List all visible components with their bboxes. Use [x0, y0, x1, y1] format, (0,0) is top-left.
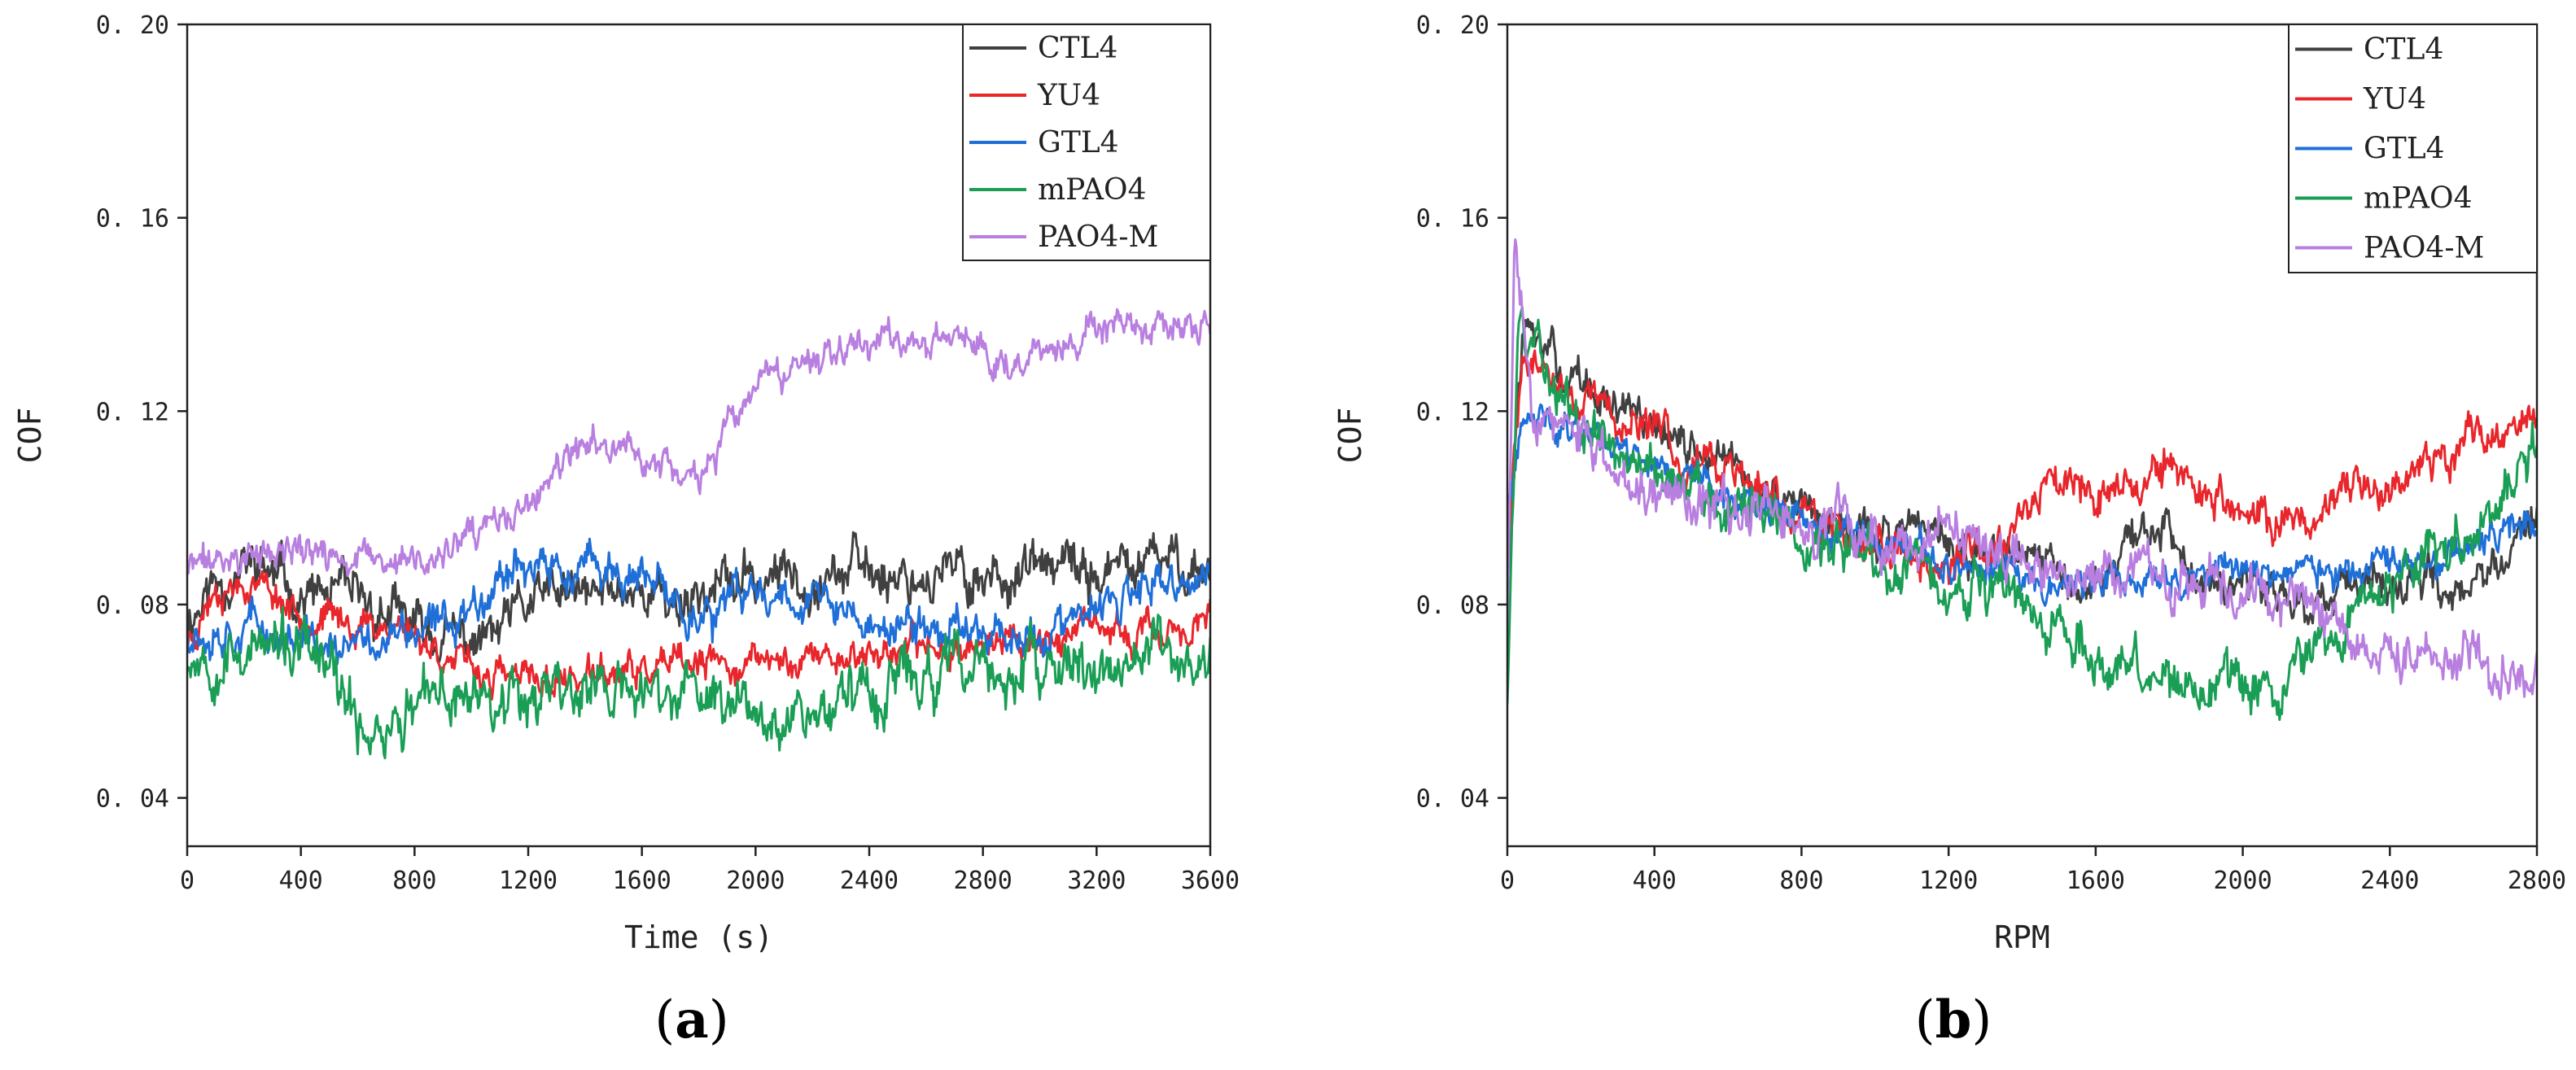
y-tick-label-a-0.16: 0. 16	[96, 205, 169, 234]
legend-label-pao4-m: PAO4-M	[2364, 232, 2484, 265]
y-tick-label-b-0.04: 0. 04	[1416, 785, 1489, 814]
x-tick-label-a-0: 0	[180, 867, 195, 895]
panel-a-letter: a	[675, 989, 708, 1050]
y-tick-label-a-0.04: 0. 04	[96, 785, 169, 814]
series-line-mpao4	[1507, 306, 2537, 721]
plot-frame-a	[186, 23, 1212, 848]
legend-label-gtl4: GTL4	[2364, 133, 2445, 166]
x-tick-label-b-2000: 2000	[2213, 867, 2272, 895]
series-line-yu4	[1507, 349, 2537, 586]
panel-a: 0 400 800 1200 1600 2000 2400 2800 3200 3600 0. 04…	[12, 11, 1240, 955]
series-line-pao4-m	[1507, 238, 2537, 701]
legend-label-ctl4: CTL4	[1038, 32, 1117, 65]
series-lines-b	[1507, 238, 2537, 721]
x-tick-label-a-2800: 2800	[954, 867, 1012, 895]
y-tick-label-a-0.08: 0. 08	[96, 592, 169, 620]
y-tick-label-b-0.08: 0. 08	[1416, 592, 1489, 620]
y-tick-label-b-0.12: 0. 12	[1416, 398, 1489, 426]
x-tick-label-b-400: 400	[1633, 867, 1677, 895]
x-tick-label-b-0: 0	[1500, 867, 1515, 895]
series-lines-a	[187, 308, 1210, 760]
x-tick-label-b-2400: 2400	[2360, 867, 2419, 895]
x-tick-label-a-1200: 1200	[499, 867, 558, 895]
y-axis-title-a: COF	[12, 408, 48, 464]
legend-label-mpao4: mPAO4	[2364, 182, 2472, 216]
panel-a-caption: (a)	[654, 989, 728, 1050]
x-tick-label-a-2000: 2000	[726, 867, 785, 895]
x-tick-label-a-3600: 3600	[1181, 867, 1240, 895]
series-line-pao4-m	[187, 308, 1210, 578]
y-tick-label-a-0.12: 0. 12	[96, 398, 169, 426]
x-tick-label-a-2400: 2400	[840, 867, 899, 895]
panel-b: 0 400 800 1200 1600 2000 2400 2800 0. 04 0. 08 0. …	[1332, 11, 2566, 955]
x-tick-label-b-1600: 1600	[2066, 867, 2125, 895]
legend-label-gtl4: GTL4	[1038, 126, 1119, 159]
legend-label-yu4: YU4	[1037, 79, 1100, 112]
plot-frame-b	[1506, 23, 2539, 848]
panel-b-caption: (b)	[1915, 989, 1992, 1050]
x-tick-label-a-3200: 3200	[1067, 867, 1126, 895]
legend-label-ctl4: CTL4	[2364, 33, 2443, 67]
x-axis-title-b: RPM	[1994, 919, 2050, 955]
y-tick-label-b-0.2: 0. 20	[1416, 11, 1489, 40]
x-axis-title-a: Time (s)	[624, 919, 773, 955]
x-tick-label-a-1600: 1600	[613, 867, 671, 895]
legend-label-mpao4: mPAO4	[1038, 173, 1146, 207]
x-tick-label-a-800: 800	[392, 867, 436, 895]
legend-label-pao4-m: PAO4-M	[1038, 221, 1158, 254]
legend-a: CTL4 YU4 GTL4 mPAO4 PAO4-M	[962, 24, 1211, 261]
legend-label-yu4: YU4	[2363, 83, 2426, 116]
x-tick-label-b-2800: 2800	[2508, 867, 2566, 895]
x-tick-label-b-1200: 1200	[1919, 867, 1978, 895]
panel-b-letter: b	[1935, 989, 1972, 1050]
legend-b: CTL4 YU4 GTL4 mPAO4 PAO4-M	[2288, 24, 2538, 273]
x-tick-label-b-800: 800	[1779, 867, 1823, 895]
series-line-ctl4	[187, 531, 1210, 665]
y-tick-label-b-0.16: 0. 16	[1416, 205, 1489, 234]
series-line-gtl4	[187, 537, 1210, 666]
series-line-mpao4	[187, 606, 1210, 760]
y-tick-label-a-0.2: 0. 20	[96, 11, 169, 40]
x-tick-label-a-400: 400	[279, 867, 323, 895]
y-axis-title-b: COF	[1332, 408, 1368, 464]
